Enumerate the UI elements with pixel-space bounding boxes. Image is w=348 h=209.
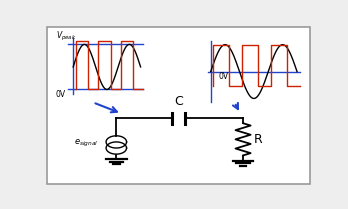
Text: $V_{peak}$: $V_{peak}$ [56,30,76,43]
Text: 0V: 0V [56,90,66,99]
FancyBboxPatch shape [47,27,310,184]
Text: R: R [254,133,263,146]
Text: C: C [174,95,183,108]
Text: $e_{signal}$: $e_{signal}$ [74,138,99,149]
Text: 0V: 0V [219,72,229,81]
